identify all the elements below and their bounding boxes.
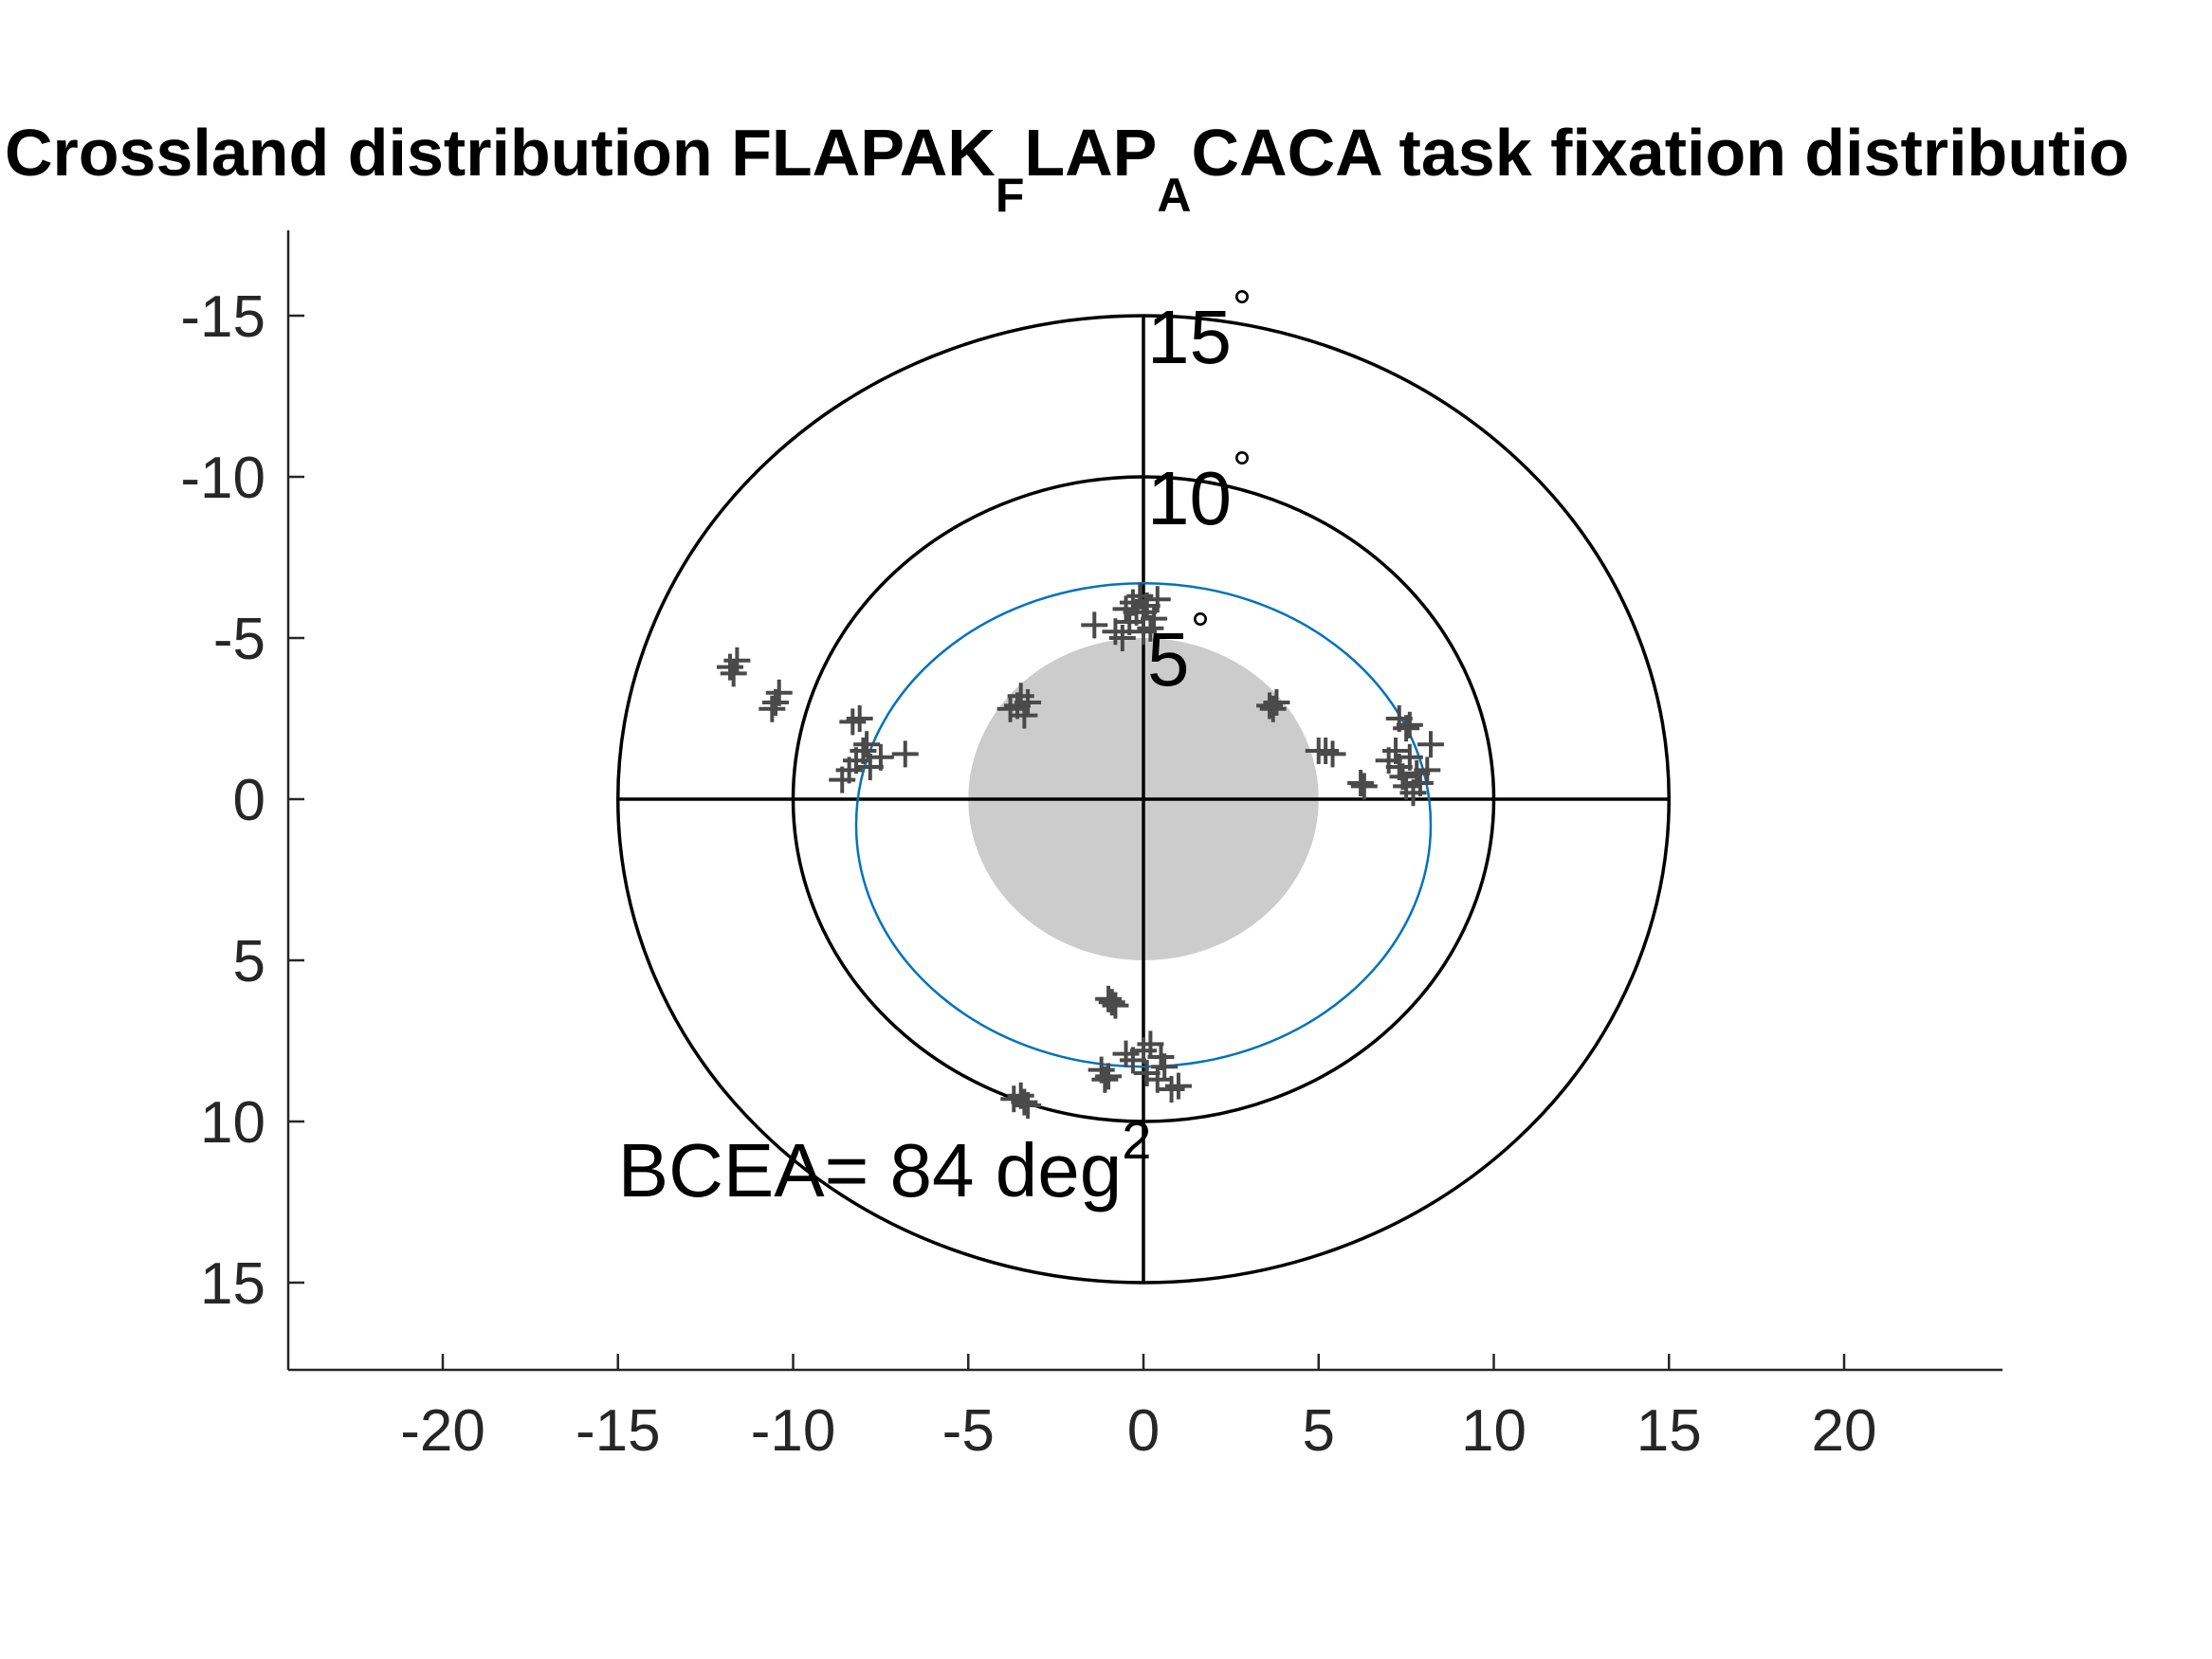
fixation-point: [1130, 598, 1157, 626]
bcea-annotation: BCEA= 84 deg2: [618, 1110, 1152, 1212]
x-axis-ticks: -20 -15 -10 -5 0 5 10 15 20: [400, 1354, 1876, 1464]
fixation-point: [1015, 1092, 1042, 1119]
fixation-point: [1164, 1072, 1192, 1100]
y-axis-ticks: -15 -10 -5 0 5 10 15: [180, 284, 304, 1317]
ring-label-10: 10: [1147, 456, 1232, 540]
chart-title-part: CACA task fixation distributio: [1191, 116, 2129, 190]
plot-area: 5 °10 °15 ° BCEA= 84 deg2: [616, 281, 1671, 1285]
fixation-point: [1256, 692, 1284, 720]
fixation-point: [1112, 1040, 1140, 1067]
ring-label-degree: °: [1191, 603, 1210, 656]
fixation-point: [891, 740, 919, 768]
ring-label-5: 5: [1147, 617, 1190, 702]
fixation-point: [1116, 609, 1143, 635]
fixation-point: [1102, 992, 1129, 1019]
bcea-annotation-superscript: 2: [1122, 1110, 1151, 1170]
fixation-point: [1095, 1063, 1123, 1090]
chart-title-part: F: [996, 169, 1025, 222]
x-tick-label: 5: [1303, 1398, 1335, 1464]
fixation-point: [1143, 586, 1171, 613]
ring-label-degree: °: [1233, 281, 1252, 334]
chart-title-part: Crossland distribution FLAPAK: [5, 116, 996, 190]
y-tick-label: 15: [200, 1251, 265, 1317]
fixation-point: [835, 757, 863, 784]
chart-title-part: LAP: [1024, 116, 1157, 190]
fixation-point: [853, 731, 881, 758]
x-tick-label: 15: [1636, 1398, 1702, 1464]
fixation-point: [1015, 689, 1042, 716]
fixation-point: [1396, 743, 1423, 771]
y-tick-label: -15: [180, 284, 265, 350]
y-tick-label: 10: [200, 1090, 265, 1156]
fixation-point: [1102, 618, 1129, 646]
fixation-point: [850, 738, 877, 764]
ring-label-15: 15: [1147, 295, 1232, 379]
fixation-point: [839, 708, 867, 736]
fixation-point: [765, 679, 793, 706]
fixation-point: [1000, 1085, 1028, 1113]
ring-label-degree: °: [1233, 442, 1252, 495]
fixation-point: [1095, 985, 1123, 1012]
fixation-point: [1350, 773, 1378, 800]
fixation-point: [1375, 747, 1402, 775]
fixation-point: [1417, 731, 1444, 758]
y-tick-label: 0: [233, 768, 265, 833]
x-tick-label: 10: [1461, 1398, 1526, 1464]
fixation-point: [1399, 779, 1427, 807]
bcea-annotation-text: BCEA= 84 deg: [618, 1128, 1122, 1212]
fixation-point: [1414, 757, 1441, 784]
fixation-point: [1137, 614, 1164, 642]
fixation-point: [1137, 1030, 1164, 1058]
fixation-point: [1091, 1066, 1119, 1093]
x-tick-label: -10: [751, 1398, 836, 1464]
fixation-point: [1098, 989, 1125, 1016]
fixation-point: [1112, 595, 1140, 623]
x-tick-label: -15: [576, 1398, 661, 1464]
fixation-point: [1143, 1066, 1171, 1093]
bcea-ellipse: [854, 581, 1433, 1068]
fixation-point: [846, 705, 873, 732]
fixation-point: [1389, 763, 1417, 791]
chart-title: Crossland distribution FLAPAKFLAPACACA t…: [5, 116, 2130, 222]
x-tick-label: -20: [400, 1398, 485, 1464]
chart-title-part: A: [1157, 169, 1191, 222]
fixation-point: [720, 660, 747, 687]
x-tick-label: 20: [1812, 1398, 1877, 1464]
x-tick-label: -5: [942, 1398, 995, 1464]
fixation-points: [716, 582, 1444, 1119]
x-tick-label: 0: [1127, 1398, 1160, 1464]
y-tick-label: -5: [213, 607, 265, 672]
fixation-point: [1259, 695, 1287, 722]
fixation-point: [867, 743, 894, 771]
axes: -20 -15 -10 -5 0 5 10 15 20 -15 -10 -5 0 5 10 15: [180, 230, 2002, 1464]
fixation-point: [1081, 611, 1108, 639]
fixation-point: [1011, 702, 1038, 729]
ring-labels: 5 °10 °15 °: [1147, 281, 1252, 702]
fixation-point: [1319, 740, 1346, 768]
y-tick-label: -10: [180, 446, 265, 511]
fixation-point: [759, 695, 786, 722]
y-tick-label: 5: [233, 929, 265, 994]
fixation-point: [723, 647, 751, 674]
fixation-point: [1396, 711, 1423, 738]
fixation-point: [716, 653, 743, 681]
fixation-point: [996, 695, 1024, 722]
fixation-point: [1347, 770, 1375, 796]
fixation-point: [1305, 738, 1332, 764]
